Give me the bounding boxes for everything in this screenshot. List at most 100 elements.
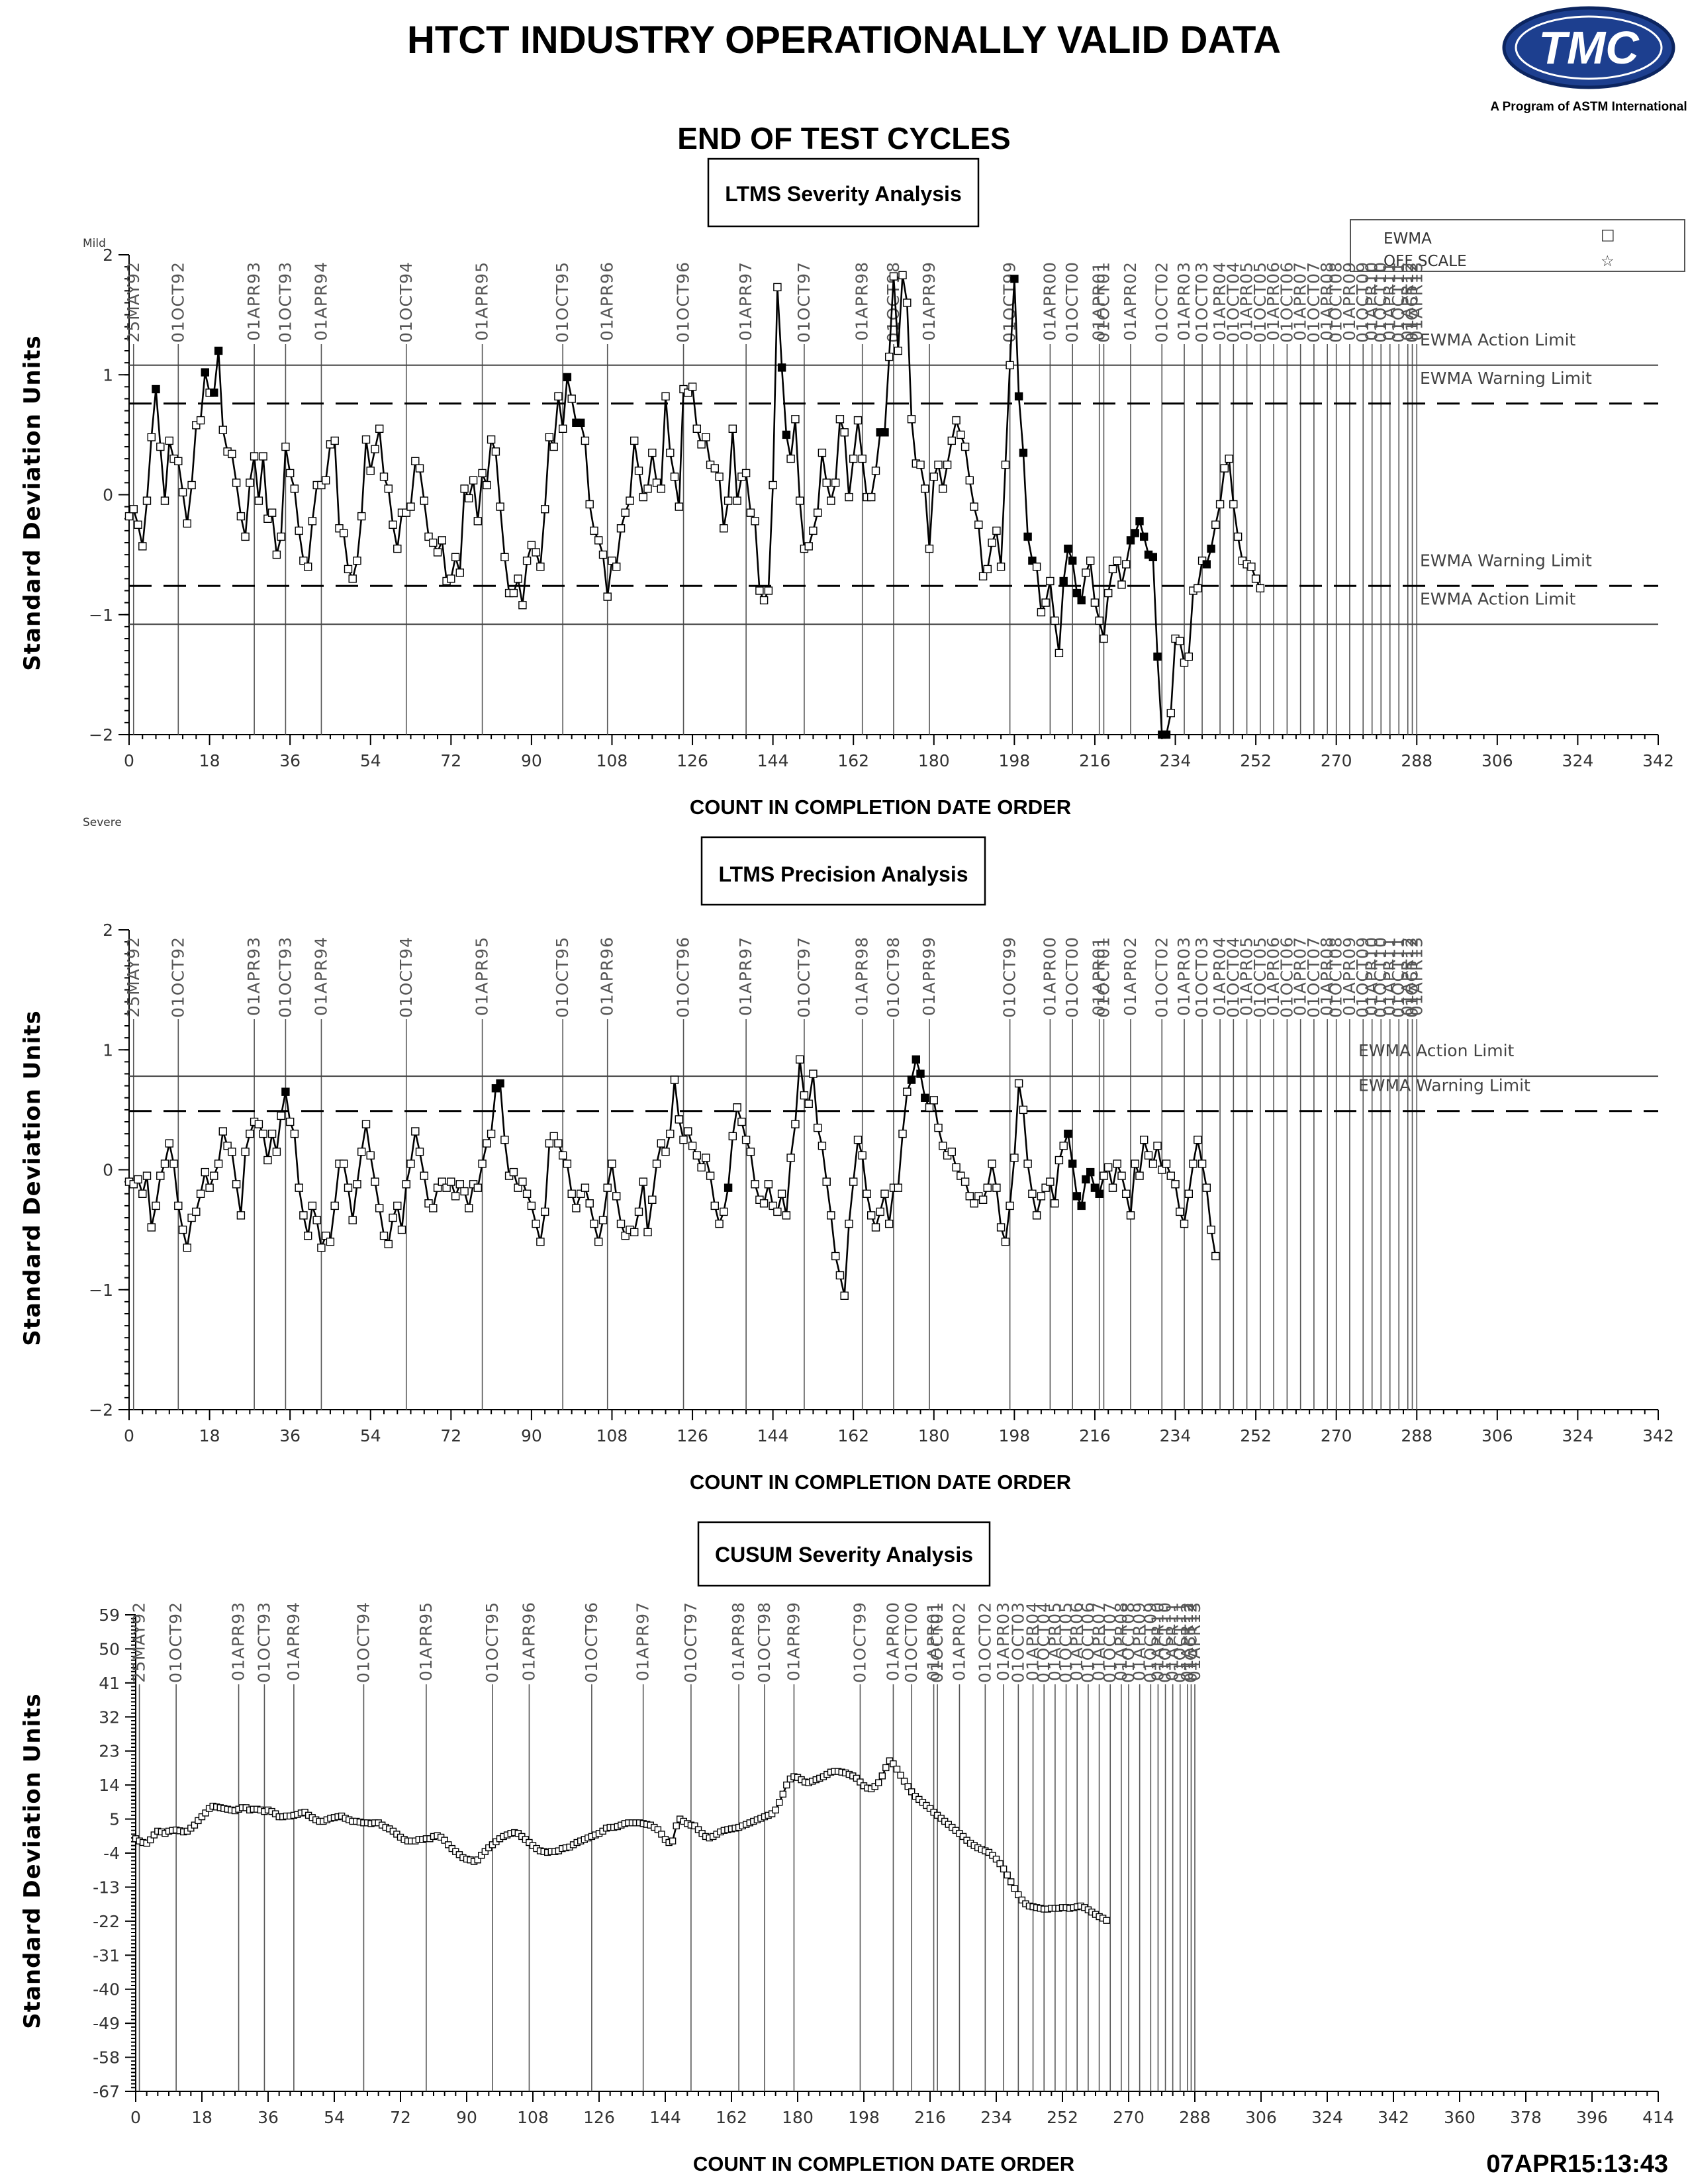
data-point — [741, 1135, 751, 1144]
data-point — [1113, 557, 1121, 565]
data-point — [916, 1069, 925, 1078]
data-point — [795, 1055, 804, 1064]
date-marker-label: 01OCT94 — [353, 1602, 373, 1683]
data-point — [174, 1201, 183, 1210]
data-point — [737, 1117, 746, 1126]
data-point — [165, 436, 174, 445]
data-point — [961, 442, 970, 451]
data-point — [500, 1135, 509, 1144]
data-point — [455, 1180, 464, 1189]
data-point — [759, 1199, 769, 1208]
data-point — [389, 1213, 397, 1222]
data-point — [536, 563, 545, 571]
y-tick-label: -22 — [93, 1912, 120, 1931]
data-point — [702, 1154, 710, 1162]
data-point — [702, 433, 710, 441]
data-point — [894, 346, 903, 355]
data-point — [1194, 584, 1202, 593]
cusum-severity-chart: CUSUM Severity Analysis 0 18 36 54 72 90 108 126… — [19, 1521, 1674, 2175]
data-point — [670, 473, 679, 481]
data-point — [1131, 529, 1139, 537]
date-marker-label: 01OCT02 — [975, 1602, 994, 1683]
data-point — [420, 496, 428, 505]
data-point — [201, 368, 209, 377]
data-point — [218, 426, 227, 434]
data-point — [782, 1211, 791, 1220]
data-point — [1046, 576, 1055, 586]
data-point — [483, 1139, 491, 1148]
data-point — [822, 1177, 831, 1186]
y-tick-label: −2 — [89, 1400, 113, 1420]
data-point — [1028, 557, 1037, 565]
date-marker-label: 01OCT97 — [794, 936, 814, 1018]
data-point — [654, 1826, 662, 1833]
data-point — [884, 352, 894, 361]
date-marker-label: 01OCT10 — [1371, 261, 1390, 343]
data-point — [673, 1822, 680, 1830]
x-tick-label: 0 — [124, 1426, 134, 1445]
data-point — [474, 1856, 481, 1864]
y-tick-label: -31 — [93, 1946, 120, 1965]
date-marker-label: 01APR13 — [1185, 1602, 1204, 1681]
date-marker-label: 01OCT01 — [927, 1602, 947, 1683]
data-point — [357, 1148, 366, 1156]
date-marker-label: 01OCT06 — [1277, 936, 1296, 1018]
data-point — [827, 1211, 835, 1220]
data-point — [890, 1760, 897, 1768]
data-point — [947, 436, 957, 445]
data-point — [989, 1852, 996, 1859]
data-point — [420, 1171, 428, 1180]
y-tick-label: -4 — [103, 1844, 120, 1863]
data-point — [1000, 1865, 1008, 1873]
data-point — [447, 1177, 455, 1186]
x-tick-label: 108 — [517, 2108, 549, 2127]
data-point — [1131, 1160, 1139, 1168]
data-point — [353, 557, 361, 565]
data-point — [317, 1244, 326, 1252]
date-marker-label: 01APR95 — [416, 1602, 436, 1681]
data-point — [295, 1183, 303, 1192]
date-marker-label: 01APR12 — [1178, 1602, 1197, 1681]
data-point — [259, 1129, 267, 1138]
date-marker-label: 01APR98 — [729, 1602, 748, 1681]
data-point — [299, 1211, 308, 1220]
data-point — [943, 461, 952, 469]
data-point — [996, 1223, 1006, 1232]
data-point — [236, 1211, 246, 1220]
data-point — [259, 452, 267, 461]
data-point — [1211, 520, 1220, 529]
data-point — [272, 1148, 281, 1156]
data-point — [1023, 1160, 1032, 1168]
data-point — [460, 1187, 469, 1196]
data-point — [165, 1139, 174, 1148]
data-point — [929, 473, 939, 481]
date-marker-label: 01APR06 — [1264, 261, 1283, 341]
data-point — [728, 424, 737, 433]
x-tick-label: 36 — [258, 2108, 279, 2127]
x-axis-label: COUNT IN COMPLETION DATE ORDER — [690, 796, 1071, 819]
y-axis-label: Standard Deviation Units — [19, 1693, 46, 2028]
data-point — [441, 1837, 448, 1844]
data-point — [1006, 1201, 1014, 1210]
x-tick-label: 72 — [440, 751, 461, 770]
date-marker-label: 01OCT93 — [275, 936, 295, 1018]
chart-title-box — [697, 1521, 991, 1587]
timestamp: 07APR15:13:43 — [1486, 2150, 1668, 2178]
data-point — [567, 1189, 576, 1199]
data-point — [626, 496, 634, 505]
x-tick-label: 54 — [360, 751, 381, 770]
data-point — [563, 1160, 572, 1168]
data-point — [621, 1231, 630, 1240]
data-point — [532, 1219, 540, 1228]
data-point — [522, 1189, 532, 1199]
data-point — [652, 478, 661, 487]
x-tick-label: 324 — [1562, 751, 1594, 770]
data-point — [878, 1772, 886, 1780]
data-point — [532, 548, 540, 557]
data-point — [733, 1103, 741, 1112]
data-point — [406, 1160, 415, 1168]
data-point — [1233, 532, 1243, 541]
data-point — [630, 436, 639, 445]
data-point — [746, 1148, 755, 1156]
data-point — [741, 469, 751, 478]
